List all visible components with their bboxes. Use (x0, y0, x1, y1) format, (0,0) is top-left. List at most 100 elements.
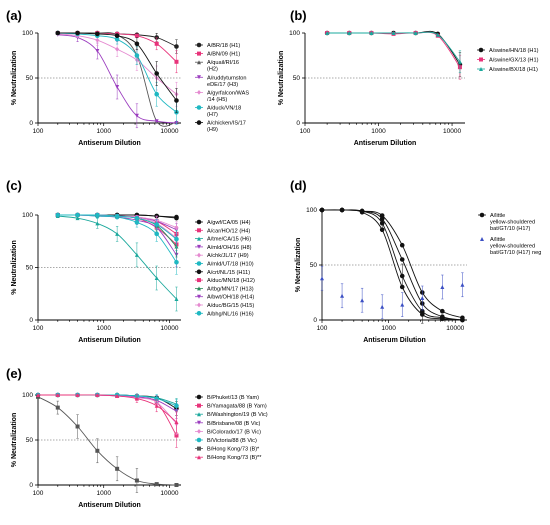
legend-marker (197, 75, 201, 80)
data-point (419, 312, 425, 317)
data-point (75, 216, 80, 221)
legend-marker (197, 51, 201, 56)
data-point (115, 466, 120, 471)
y-tick-label: 50 (26, 75, 34, 82)
data-point (325, 31, 330, 35)
legend-label: eDE/17 (H3) (207, 82, 238, 88)
x-tick-label: 100 (33, 325, 44, 332)
legend-marker (197, 60, 201, 65)
series-line (327, 31, 461, 63)
data-point (134, 41, 140, 47)
data-point (95, 37, 100, 43)
data-point (55, 393, 60, 397)
legend-marker (197, 446, 201, 451)
legend-marker (196, 437, 202, 443)
data-point (319, 207, 325, 213)
x-axis-label: Antiserum Dilution (78, 140, 141, 147)
legend-marker (480, 237, 484, 241)
legend-label: A/little (490, 237, 505, 243)
chart-panel-1: (a) 0 50 100 100 1000 10000 Antiserum Dilution%… (6, 8, 249, 147)
data-point (399, 242, 405, 248)
data-point (154, 231, 159, 237)
x-tick-label: 100 (33, 490, 44, 497)
series-1 (319, 207, 465, 324)
legend-label: A/crt/NL/15 (H11) (207, 270, 250, 276)
legend-label: A/chk/JL/17 (H9) (207, 253, 249, 259)
legend-item: A/quail/RI/16(H2) (195, 60, 239, 73)
legend-marker (197, 420, 201, 425)
legend-label: A/gyrfalcon/WAS (207, 90, 249, 96)
legend-label: B/Brisbane/08 (B Vic) (207, 421, 261, 427)
legend-label: A/mld/UT/18 (H10) (207, 262, 254, 268)
y-tick-label: 100 (306, 207, 317, 214)
data-point (154, 71, 159, 76)
data-point (379, 220, 385, 226)
y-axis-label: % Neutralization (295, 238, 302, 292)
data-point (134, 396, 139, 401)
data-point (379, 227, 385, 233)
legend-marker (197, 403, 201, 408)
legend-item: A/duck/VN/18(H7) (195, 105, 241, 118)
legend-label: bat/GT/10 (H17) (490, 226, 531, 232)
legend-label: A/duck/VN/18 (207, 106, 241, 112)
legend-label: yellow-shouldered (490, 220, 535, 226)
series-line (37, 394, 177, 423)
legend-marker (197, 286, 201, 291)
data-point (134, 215, 140, 221)
y-tick-label: 50 (293, 75, 301, 82)
legend-item: A/gwf/CA/05 (H4) (195, 219, 251, 226)
panel-label: (b) (290, 8, 307, 23)
data-point (134, 53, 140, 58)
x-tick-label: 10000 (160, 128, 178, 135)
y-tick-label: 0 (29, 120, 33, 127)
legend-item: B/Brisbane/08 (B Vic) (195, 420, 261, 427)
data-point (95, 31, 100, 37)
data-point (399, 284, 405, 290)
x-axis-label: Antiserum Dilution (354, 140, 417, 147)
data-point (154, 403, 159, 408)
y-axis-label: % Neutralization (11, 413, 18, 467)
chart-panel-4: (d) 0 50 100 100 1000 10000 Antiserum Dilution%… (290, 178, 541, 344)
data-point (440, 308, 445, 314)
legend-label: A/swine/HN/18 (H1) (489, 48, 539, 54)
x-tick-label: 100 (300, 128, 311, 135)
series-7 (55, 30, 179, 113)
legend-item: A/swine/BX/18 (H1) (477, 67, 538, 73)
legend-label: B/Colorado/17 (B Vic) (207, 429, 261, 435)
legend-label: A/mld/OH/16 (H8) (207, 245, 252, 251)
y-tick-label: 100 (289, 30, 300, 37)
x-tick-label: 1000 (381, 325, 396, 332)
x-tick-label: 10000 (160, 325, 178, 332)
legend-label: /14 (H5) (207, 97, 227, 103)
x-tick-label: 1000 (96, 325, 111, 332)
legend-marker (196, 394, 202, 400)
data-point (134, 478, 139, 483)
legend-marker (478, 47, 484, 53)
data-point (460, 282, 465, 287)
legend-item: A/BN/09 (H1) (195, 51, 240, 58)
legend-marker (197, 252, 201, 258)
data-point (114, 213, 120, 219)
y-tick-label: 0 (29, 482, 33, 489)
data-point (420, 296, 425, 300)
legend-label: A/ruddyturnston (207, 75, 247, 81)
data-point (36, 393, 40, 397)
legend-label: A/tbg/MN/17 (H13) (207, 286, 254, 292)
data-point (347, 31, 352, 35)
data-point (75, 424, 80, 429)
data-point (75, 212, 80, 218)
data-point (174, 483, 179, 487)
legend-marker (197, 455, 201, 460)
legend-item: B/Victoria/88 (B Vic) (195, 437, 257, 444)
chart-panel-3: (c) 0 50 100 100 1000 10000 Antiserum Dilution%… (6, 178, 255, 344)
data-point (174, 98, 179, 103)
legend-marker (197, 278, 201, 283)
legend-label: A/little (490, 213, 505, 219)
series-line (327, 31, 461, 68)
x-axis-label: Antiserum Dilution (78, 337, 141, 344)
legend-label: A/car/HO/12 (H4) (207, 228, 250, 234)
data-point (75, 30, 80, 36)
x-tick-label: 100 (33, 128, 44, 135)
data-point (174, 259, 179, 265)
data-point (154, 276, 159, 280)
